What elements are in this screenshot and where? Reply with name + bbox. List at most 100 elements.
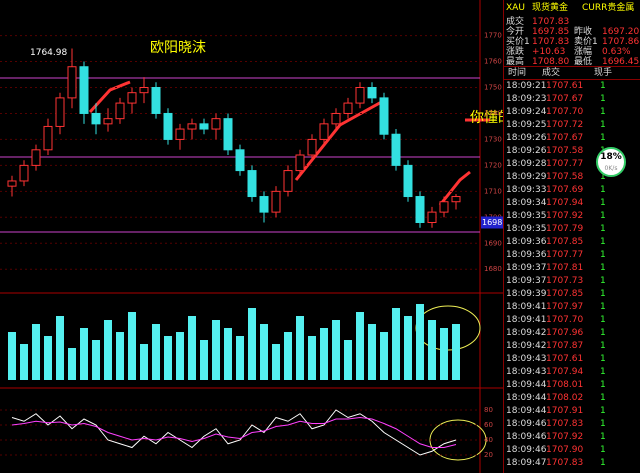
tick-time: 18:09:35 (506, 224, 547, 234)
tick-time: 18:09:44 (506, 406, 547, 416)
tick-time: 18:09:23 (506, 94, 547, 104)
tick-volume: 1 (600, 367, 606, 377)
volume-bar (272, 344, 280, 380)
row: XAU 现货黄金 CURR贵金属 (504, 2, 640, 14)
volume-bar (356, 312, 364, 380)
row: 18:09:44 1707.91 1 (504, 405, 640, 417)
volume-bar (152, 324, 160, 380)
volume-bar (308, 336, 316, 380)
tick-time: 18:09:21 (506, 81, 547, 91)
candle-body (19, 164, 29, 182)
volume-bar (68, 348, 76, 380)
candle-body (91, 112, 101, 125)
tick-time: 18:09:44 (506, 380, 547, 390)
row: 18:09:44 1708.02 1 (504, 392, 640, 404)
row: 18:09:35 1707.92 1 (504, 210, 640, 222)
candle-body (415, 196, 425, 224)
volume-bar (164, 336, 172, 380)
quote-cell: 最低 (574, 57, 593, 67)
tick-volume: 1 (600, 302, 606, 312)
quote-cell: +10.63 (532, 47, 566, 57)
candle-body (43, 125, 53, 151)
row: 18:09:44 1708.01 1 (504, 379, 640, 391)
tick-volume: 1 (600, 289, 606, 299)
widget-percent: 18% (600, 152, 622, 162)
tick-time: 18:09:26 (506, 146, 547, 156)
row: 18:09:24 1707.70 1 (504, 106, 640, 118)
tick-time: 18:09:36 (506, 250, 547, 260)
tick-volume: 1 (600, 445, 606, 455)
row: 18:09:35 1707.79 1 (504, 223, 640, 235)
volume-bar (80, 328, 88, 380)
row: 18:09:36 1707.85 1 (504, 236, 640, 248)
y-tick-label: 1750 (484, 84, 502, 92)
candle-body (271, 190, 281, 213)
tick-price: 1707.70 (546, 315, 584, 325)
tick-volume: 1 (600, 133, 606, 143)
tick-time: 18:09:46 (506, 419, 547, 429)
volume-bar (176, 332, 184, 380)
row: 最高 1708.80 最低 1696.45 (504, 56, 640, 68)
candle-body (127, 92, 137, 104)
candle-body (115, 102, 125, 120)
tick-volume: 1 (600, 224, 606, 234)
candle-body (355, 87, 365, 104)
y-tick-label: 20 (484, 451, 493, 459)
tick-volume: 1 (600, 458, 606, 468)
candle-body (403, 164, 413, 198)
candle-body (283, 170, 293, 192)
volume-bar (392, 308, 400, 380)
tick-price: 1707.72 (546, 120, 584, 130)
volume-bar (380, 332, 388, 380)
tick-price: 1707.73 (546, 276, 584, 286)
tick-price: 1707.67 (546, 133, 584, 143)
net-widget: 18% 0K/s (596, 147, 626, 177)
annotation: 你懂的 (470, 110, 503, 126)
candle-body (67, 66, 77, 99)
quote-cell: 涨跌 (506, 47, 525, 57)
tick-volume: 1 (600, 354, 606, 364)
name: 现货黄金 (532, 3, 569, 13)
volume-bar (128, 312, 136, 380)
volume-bar (44, 336, 52, 380)
volume-bar (284, 332, 292, 380)
y-tick-label: 1740 (484, 109, 502, 117)
candle-body (211, 118, 221, 130)
tick-volume: 1 (600, 380, 606, 390)
volume-bar (224, 328, 232, 380)
quote-cell: 1707.83 (532, 17, 570, 27)
candle-body (247, 170, 257, 198)
tick-volume: 1 (600, 81, 606, 91)
tick-price: 1707.92 (546, 211, 584, 221)
candle-body (391, 133, 401, 166)
y-tick-label: 60 (484, 421, 493, 429)
row: 18:09:46 1707.92 1 (504, 431, 640, 443)
tick-volume: 1 (600, 432, 606, 442)
symbol: XAU (506, 3, 525, 13)
tick-price: 1707.61 (546, 354, 584, 364)
arrow (88, 80, 131, 114)
candle-body (439, 201, 449, 213)
tick-time: 18:09:43 (506, 367, 547, 377)
arrow (294, 98, 386, 181)
tick-price: 1707.90 (546, 445, 584, 455)
tick-price: 1707.83 (546, 419, 584, 429)
candle-body (139, 87, 149, 94)
row: 买价1 1707.83 卖价1 1707.86 (504, 36, 640, 48)
oscillator-line (11, 416, 457, 448)
volume-bar (428, 320, 436, 380)
row: 18:09:42 1707.87 1 (504, 340, 640, 352)
volume-bar (416, 304, 424, 380)
row: 18:09:39 1707.85 1 (504, 288, 640, 300)
tick-time: 18:09:43 (506, 354, 547, 364)
tick-price: 1707.67 (546, 94, 584, 104)
tick-volume: 1 (600, 185, 606, 195)
candle-body (7, 180, 17, 187)
tick-time: 18:09:42 (506, 328, 547, 338)
y-tick-label: 1720 (484, 161, 502, 169)
quote-cell: 成交 (506, 17, 525, 27)
y-tick-label: 1770 (484, 32, 502, 40)
arrow (438, 170, 471, 206)
tick-price: 1707.69 (546, 185, 584, 195)
tick-volume: 1 (600, 250, 606, 260)
